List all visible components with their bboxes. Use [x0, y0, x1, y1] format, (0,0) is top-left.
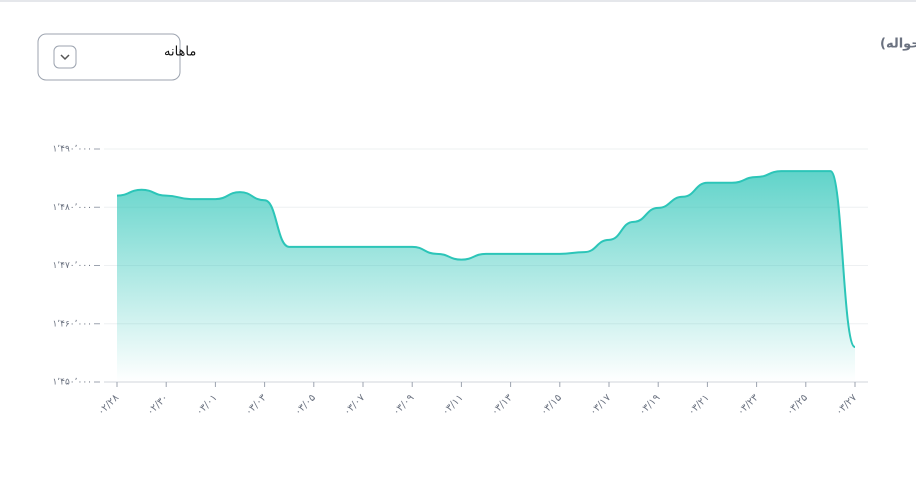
- dropdown[interactable]: ماهانه: [37, 33, 196, 81]
- area-fill: [117, 171, 855, 382]
- x-tick-label: ۰۳/۰۳: [243, 392, 269, 418]
- y-tick-label: ۱٬۴۹۰٬۰۰۰: [52, 145, 92, 155]
- x-tick-label: ۰۳/۱۹: [637, 392, 662, 417]
- chart-title: نمودار تغییرات دلار آمریکا ( حواله): [880, 35, 916, 52]
- x-tick-label: ۰۳/۲۳: [735, 392, 761, 418]
- x-tick-label: ۰۳/۱۱: [440, 392, 465, 417]
- y-tick-label: ۱٬۴۷۰٬۰۰۰: [52, 261, 92, 271]
- dropdown-chevron-box[interactable]: [53, 45, 77, 69]
- x-tick-label: ۰۳/۲۱: [686, 392, 711, 417]
- x-tick-label: ۰۳/۱۵: [539, 392, 564, 417]
- dropdown-box[interactable]: [37, 33, 181, 81]
- x-tick-label: ۰۲/۲۸: [96, 392, 122, 418]
- x-tick-label: ۰۳/۰۹: [391, 392, 416, 417]
- x-tick-label: ۰۳/۱۷: [588, 392, 614, 418]
- x-tick-label: ۰۳/۰۵: [293, 392, 318, 417]
- y-tick-label: ۱٬۴۸۰٬۰۰۰: [52, 203, 92, 213]
- x-tick-label: ۰۳/۲۷: [834, 392, 860, 418]
- x-tick-label: ۰۲/۳۰: [145, 392, 170, 417]
- dropdown-label[interactable]: ماهانه: [164, 45, 196, 60]
- x-tick-label: ۰۳/۲۵: [785, 392, 810, 417]
- line: [116, 170, 856, 349]
- x-tick-label: ۰۳/۰۷: [342, 392, 368, 418]
- y-tick-label: ۱٬۴۶۰٬۰۰۰: [52, 319, 92, 329]
- x-tick-label: ۰۳/۰۱: [194, 392, 219, 417]
- y-tick-label: ۱٬۴۵۰٬۰۰۰: [52, 378, 92, 388]
- chevron-icon[interactable]: [60, 54, 70, 61]
- x-tick-label: ۰۳/۱۳: [489, 392, 515, 418]
